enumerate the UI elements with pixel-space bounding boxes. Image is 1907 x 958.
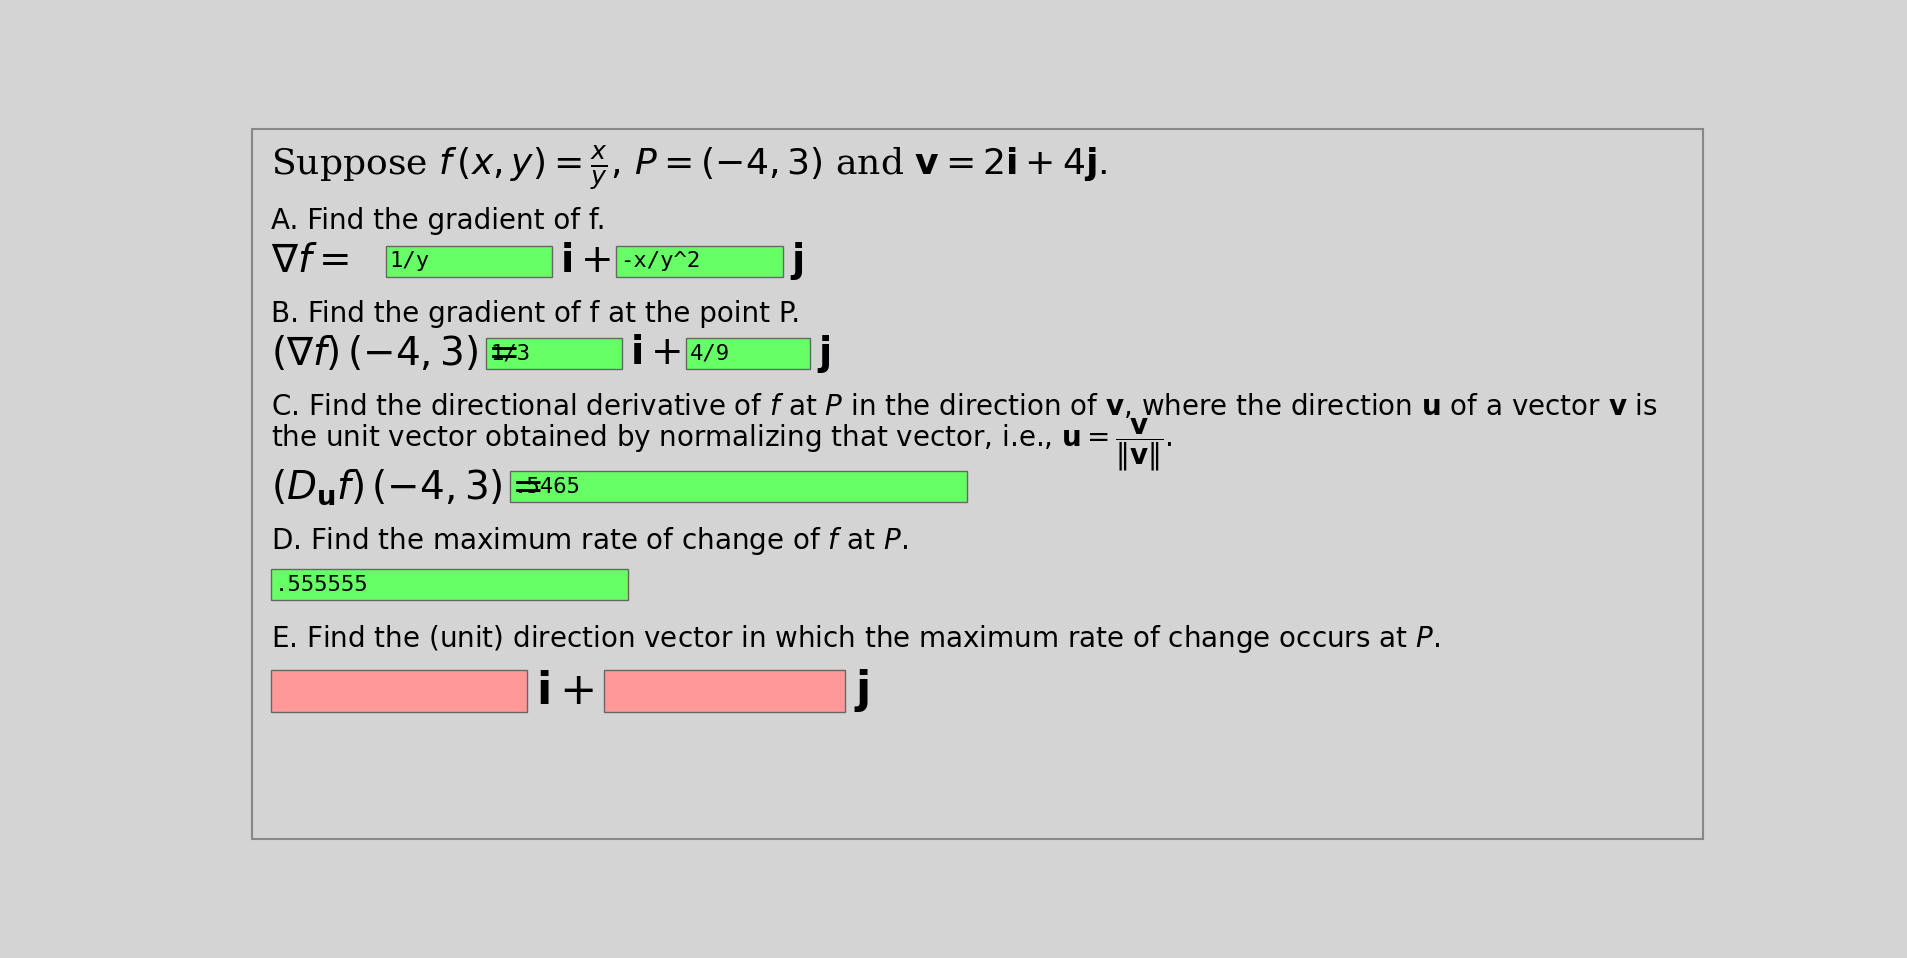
Text: Suppose $f\,(x,y) = \frac{x}{y},\, P = (-4, 3)$ and $\mathbf{v} = 2\mathbf{i} + : Suppose $f\,(x,y) = \frac{x}{y},\, P = (… xyxy=(271,143,1106,192)
Text: E. Find the (unit) direction vector in which the maximum rate of change occurs a: E. Find the (unit) direction vector in w… xyxy=(271,623,1440,654)
FancyBboxPatch shape xyxy=(605,670,845,712)
FancyBboxPatch shape xyxy=(486,338,622,369)
Text: B. Find the gradient of f at the point P.: B. Find the gradient of f at the point P… xyxy=(271,300,799,328)
Text: 1/y: 1/y xyxy=(389,251,429,271)
Text: D. Find the maximum rate of change of $f$ at $P$.: D. Find the maximum rate of change of $f… xyxy=(271,525,908,557)
Text: the unit vector obtained by normalizing that vector, i.e., $\mathbf{u} = \dfrac{: the unit vector obtained by normalizing … xyxy=(271,416,1173,473)
Text: $(\nabla f)\,(-4,3) = $: $(\nabla f)\,(-4,3) = $ xyxy=(271,334,517,374)
Text: $\mathbf{i}+$: $\mathbf{i}+$ xyxy=(536,670,595,713)
Text: -x/y^2: -x/y^2 xyxy=(620,251,700,271)
Text: $\mathbf{j}$: $\mathbf{j}$ xyxy=(816,332,830,375)
FancyBboxPatch shape xyxy=(509,471,967,502)
Text: $(D_{\mathbf{u}}f)\,(-4,3) = $: $(D_{\mathbf{u}}f)\,(-4,3) = $ xyxy=(271,468,542,507)
FancyBboxPatch shape xyxy=(271,670,526,712)
Text: .5465: .5465 xyxy=(513,477,580,497)
Text: A. Find the gradient of f.: A. Find the gradient of f. xyxy=(271,207,605,236)
Text: 1/3: 1/3 xyxy=(490,344,530,364)
Text: $\mathbf{j}$: $\mathbf{j}$ xyxy=(789,240,803,283)
Text: $\mathbf{j}$: $\mathbf{j}$ xyxy=(854,668,868,715)
Text: $\mathbf{i}+$: $\mathbf{i}+$ xyxy=(561,242,612,280)
Text: 4/9: 4/9 xyxy=(688,344,728,364)
FancyBboxPatch shape xyxy=(385,246,553,277)
FancyBboxPatch shape xyxy=(252,128,1703,839)
FancyBboxPatch shape xyxy=(271,569,627,600)
FancyBboxPatch shape xyxy=(616,246,782,277)
Text: $\mathbf{i}+$: $\mathbf{i}+$ xyxy=(629,335,681,372)
Text: .555555: .555555 xyxy=(275,575,368,595)
Text: $\nabla f = $: $\nabla f = $ xyxy=(271,242,349,280)
FancyBboxPatch shape xyxy=(685,338,809,369)
Text: C. Find the directional derivative of $f$ at $P$ in the direction of $\mathbf{v}: C. Find the directional derivative of $f… xyxy=(271,392,1657,421)
